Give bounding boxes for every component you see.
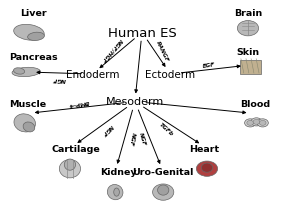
Text: Human ES: Human ES (108, 27, 176, 40)
Ellipse shape (114, 188, 119, 196)
Text: Skin: Skin (236, 48, 260, 57)
Text: Ectoderm: Ectoderm (145, 70, 195, 80)
Text: Liver: Liver (20, 9, 47, 18)
Text: Brain: Brain (234, 9, 262, 18)
Text: Muscle: Muscle (9, 100, 46, 109)
Ellipse shape (28, 33, 44, 41)
Circle shape (259, 121, 266, 126)
Text: Mesoderm: Mesoderm (106, 97, 164, 107)
Text: Pancreas: Pancreas (9, 53, 57, 62)
Circle shape (251, 118, 262, 126)
Bar (239, 60, 261, 75)
Ellipse shape (201, 163, 213, 172)
Text: Blood: Blood (240, 100, 270, 109)
Text: NGF: NGF (128, 131, 136, 145)
Ellipse shape (12, 68, 40, 77)
Ellipse shape (158, 185, 169, 195)
Text: BMP-4: BMP-4 (68, 99, 89, 107)
Text: NGF: NGF (52, 76, 66, 81)
Text: Cartilage: Cartilage (51, 144, 100, 153)
Ellipse shape (23, 122, 35, 132)
Text: NGF: NGF (101, 122, 114, 135)
Text: Uro-Genital: Uro-Genital (133, 167, 194, 176)
Text: Kidney: Kidney (100, 167, 136, 176)
Circle shape (257, 119, 268, 127)
Circle shape (253, 120, 260, 125)
Text: Endoderm: Endoderm (66, 70, 119, 80)
Text: Heart: Heart (189, 144, 219, 153)
Text: TGFb: TGFb (158, 122, 174, 137)
Ellipse shape (64, 159, 76, 170)
Ellipse shape (14, 68, 25, 75)
Circle shape (245, 119, 256, 127)
Text: NGF: NGF (138, 131, 147, 146)
Ellipse shape (14, 114, 36, 132)
Ellipse shape (197, 161, 218, 176)
Text: NGF/HGF: NGF/HGF (100, 38, 124, 63)
Ellipse shape (59, 160, 81, 178)
Ellipse shape (237, 21, 258, 37)
Ellipse shape (14, 25, 44, 41)
Ellipse shape (107, 185, 123, 200)
Circle shape (247, 121, 254, 126)
Ellipse shape (153, 184, 174, 200)
Text: EGF: EGF (203, 62, 216, 69)
Text: RANGF: RANGF (155, 40, 170, 63)
